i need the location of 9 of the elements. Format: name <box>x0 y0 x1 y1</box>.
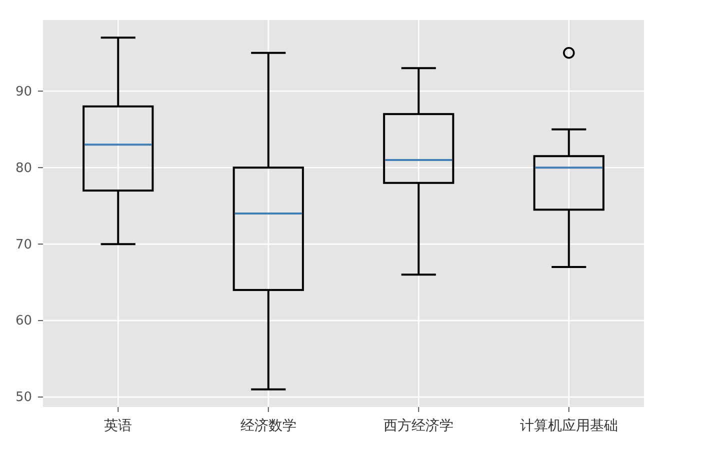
x-tick-label: 西方经济学 <box>384 418 454 434</box>
x-tick-label: 英语 <box>104 418 132 434</box>
y-tick-label: 90 <box>15 84 32 100</box>
y-tick-label: 50 <box>15 390 32 406</box>
y-tick-label: 70 <box>15 237 32 252</box>
y-tick-label: 60 <box>15 314 32 329</box>
x-tick-label: 计算机应用基础 <box>520 418 618 434</box>
y-tick-label: 80 <box>15 160 32 176</box>
x-tick-label: 经济数学 <box>240 418 296 434</box>
